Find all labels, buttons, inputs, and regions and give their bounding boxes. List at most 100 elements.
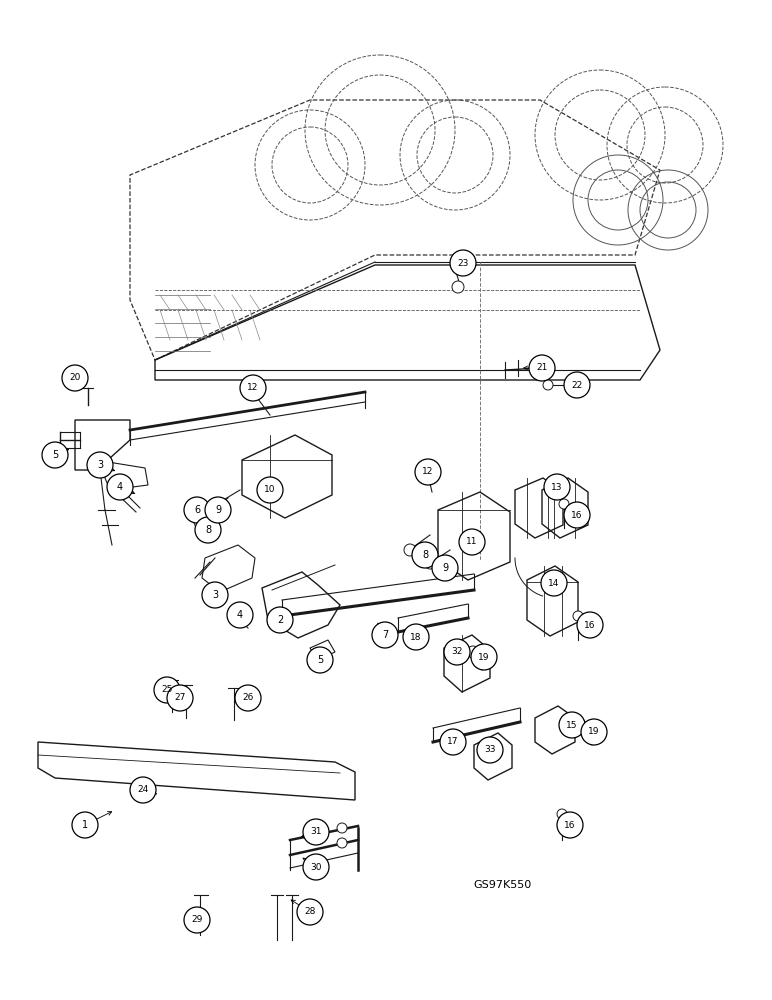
Text: 20: 20 <box>69 373 81 382</box>
Text: 21: 21 <box>537 363 547 372</box>
Circle shape <box>450 250 476 276</box>
Circle shape <box>559 712 585 738</box>
Circle shape <box>240 375 266 401</box>
Circle shape <box>543 380 553 390</box>
Circle shape <box>72 812 98 838</box>
Text: 7: 7 <box>382 630 388 640</box>
Circle shape <box>459 529 485 555</box>
Circle shape <box>440 729 466 755</box>
Text: 10: 10 <box>264 486 276 494</box>
Circle shape <box>423 466 437 480</box>
Text: 16: 16 <box>571 510 583 520</box>
Text: 27: 27 <box>174 694 186 702</box>
Circle shape <box>467 646 479 658</box>
Text: 32: 32 <box>452 648 462 656</box>
Circle shape <box>425 559 435 569</box>
Circle shape <box>557 812 583 838</box>
Circle shape <box>559 499 569 509</box>
Text: 18: 18 <box>410 633 422 642</box>
Text: 12: 12 <box>422 468 434 477</box>
Text: 25: 25 <box>161 686 173 694</box>
Text: 15: 15 <box>566 720 577 730</box>
Circle shape <box>130 777 156 803</box>
Text: 16: 16 <box>564 820 576 830</box>
Text: 5: 5 <box>317 655 323 665</box>
Circle shape <box>249 386 261 398</box>
Circle shape <box>307 647 333 673</box>
Text: 29: 29 <box>191 916 203 924</box>
Circle shape <box>257 477 283 503</box>
Text: 26: 26 <box>242 694 254 702</box>
Circle shape <box>477 737 503 763</box>
Circle shape <box>372 622 398 648</box>
Circle shape <box>267 607 293 633</box>
Text: 19: 19 <box>478 652 489 662</box>
Text: 6: 6 <box>194 505 200 515</box>
Text: 3: 3 <box>212 590 218 600</box>
Text: 22: 22 <box>571 380 583 389</box>
Text: 11: 11 <box>466 538 478 546</box>
Circle shape <box>154 677 180 703</box>
Text: 16: 16 <box>584 620 596 630</box>
Text: 28: 28 <box>304 908 316 916</box>
Text: 17: 17 <box>447 738 459 746</box>
Circle shape <box>202 582 228 608</box>
Circle shape <box>167 685 193 711</box>
Text: 33: 33 <box>484 746 496 754</box>
Circle shape <box>194 516 206 528</box>
Circle shape <box>564 372 590 398</box>
Circle shape <box>444 639 470 665</box>
Circle shape <box>184 907 210 933</box>
Circle shape <box>205 497 231 523</box>
Circle shape <box>574 719 586 731</box>
Text: 24: 24 <box>137 786 149 794</box>
Circle shape <box>529 355 555 381</box>
Text: 19: 19 <box>588 728 600 736</box>
Circle shape <box>227 602 253 628</box>
Circle shape <box>184 497 210 523</box>
Circle shape <box>87 452 113 478</box>
Circle shape <box>337 838 347 848</box>
Circle shape <box>62 365 88 391</box>
Text: 8: 8 <box>205 525 211 535</box>
Text: 9: 9 <box>215 505 221 515</box>
Text: 30: 30 <box>310 862 322 871</box>
Text: 12: 12 <box>247 383 259 392</box>
Text: 1: 1 <box>82 820 88 830</box>
Circle shape <box>557 809 567 819</box>
Text: GS97K550: GS97K550 <box>473 880 531 890</box>
Circle shape <box>303 854 329 880</box>
Circle shape <box>107 474 133 500</box>
Circle shape <box>544 474 570 500</box>
Circle shape <box>337 823 347 833</box>
Text: 3: 3 <box>97 460 103 470</box>
Circle shape <box>452 281 464 293</box>
Circle shape <box>205 505 215 515</box>
Circle shape <box>581 719 607 745</box>
Text: 31: 31 <box>310 828 322 836</box>
Circle shape <box>235 685 261 711</box>
Circle shape <box>541 570 567 596</box>
Text: 14: 14 <box>548 578 560 587</box>
Circle shape <box>404 544 416 556</box>
Circle shape <box>303 819 329 845</box>
Circle shape <box>195 517 221 543</box>
Text: 8: 8 <box>422 550 428 560</box>
Circle shape <box>577 612 603 638</box>
Text: 13: 13 <box>551 483 563 491</box>
Circle shape <box>415 459 441 485</box>
Text: 2: 2 <box>277 615 283 625</box>
Circle shape <box>471 644 497 670</box>
Circle shape <box>432 555 458 581</box>
Circle shape <box>412 542 438 568</box>
Circle shape <box>297 899 323 925</box>
Text: 4: 4 <box>237 610 243 620</box>
Circle shape <box>42 442 68 468</box>
Text: 9: 9 <box>442 563 448 573</box>
Circle shape <box>403 624 429 650</box>
Text: 23: 23 <box>457 258 469 267</box>
Text: 4: 4 <box>117 482 123 492</box>
Circle shape <box>564 502 590 528</box>
Text: 5: 5 <box>52 450 58 460</box>
Circle shape <box>573 611 583 621</box>
